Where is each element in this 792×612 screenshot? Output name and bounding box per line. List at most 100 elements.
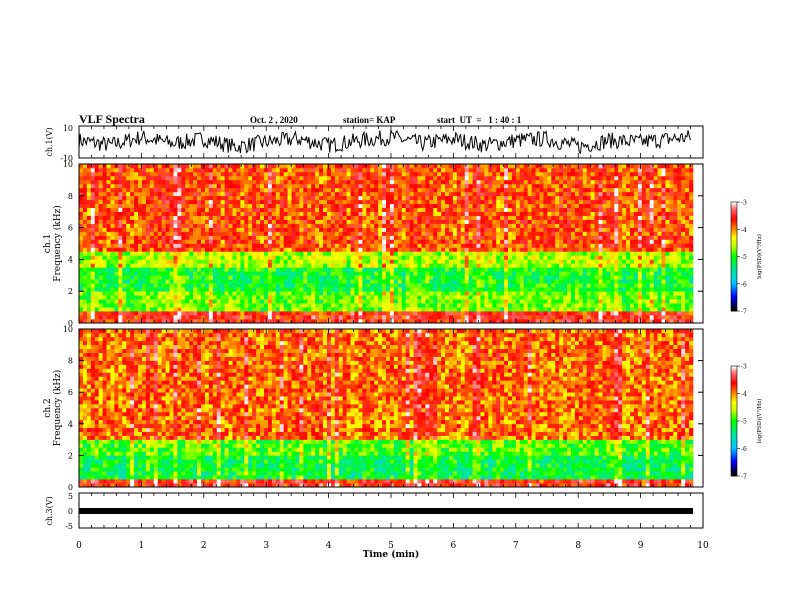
ch1-spec-cell	[523, 315, 528, 320]
ch1-spec-cell	[161, 191, 166, 197]
ch1-spec-cell	[334, 219, 340, 224]
ch1-spec-cell	[283, 183, 288, 189]
ch1-spec-cell	[169, 239, 174, 244]
ch1-spec-cell	[236, 239, 241, 244]
ch1-spec-cell	[271, 311, 277, 316]
ch1-spec-cell	[401, 259, 406, 264]
ch1-spec-cell	[130, 275, 135, 280]
ch1-spec-cell	[437, 283, 442, 288]
ch1-spec-cell	[236, 195, 241, 201]
ch1-spec-cell	[145, 287, 151, 292]
ch1-spec-cell	[456, 283, 462, 288]
ch1-spec-cell	[122, 231, 127, 236]
ch1-spec-cell	[500, 207, 505, 212]
ch1-spec-cell	[445, 223, 450, 228]
ch1-spec-cell	[389, 179, 395, 185]
ch1-spec-cell	[519, 243, 525, 248]
ch1-spec-cell	[370, 307, 375, 312]
ch1-spec-cell	[374, 199, 379, 205]
ch1-spec-cell	[212, 307, 218, 312]
ch1-spec-cell	[295, 275, 300, 280]
ch1-spec-cell	[122, 311, 127, 316]
ch1-spec-cell	[271, 179, 277, 185]
ch1-spec-cell	[476, 175, 481, 181]
ch1-spec-cell	[90, 291, 96, 296]
ch1-spec-cell	[338, 263, 344, 268]
ch1-spec-cell	[204, 223, 210, 228]
ch1-spec-cell	[193, 259, 198, 264]
ch1-spec-cell	[366, 299, 371, 304]
ch1-spec-cell	[224, 319, 229, 324]
ch1-spec-cell	[197, 231, 202, 236]
ch1-spec-cell	[551, 299, 556, 304]
ch1-spec-cell	[244, 187, 249, 193]
ch1-spec-cell	[401, 279, 406, 284]
ch1-spec-cell	[102, 283, 107, 288]
ch1-spec-cell	[567, 303, 572, 308]
ch1-spec-cell	[307, 243, 312, 248]
ch1-spec-cell	[236, 231, 241, 236]
ch1-spec-cell	[220, 231, 225, 236]
ch1-spec-cell	[228, 227, 233, 232]
ch1-spec-cell	[208, 231, 214, 236]
ch1-spec-cell	[212, 215, 218, 220]
ch1-spec-cell	[421, 215, 426, 220]
ch1-spec-cell	[547, 187, 552, 193]
ch1-spec-cell	[307, 167, 312, 173]
ch1-spec-cell	[519, 283, 525, 288]
ch1-spec-cell	[157, 247, 162, 252]
ch1-spec-cell	[153, 175, 159, 181]
ch1-spec-cell	[480, 263, 485, 268]
ch1-spec-cell	[197, 179, 202, 185]
ch1-spec-cell	[519, 299, 525, 304]
ch1-spec-cell	[334, 239, 340, 244]
ch1-spec-cell	[79, 219, 84, 224]
ch1-spec-cell	[193, 183, 198, 189]
ch1-spec-cell	[220, 311, 225, 316]
ch1-spec-cell	[244, 247, 249, 252]
ch1-spec-cell	[448, 291, 454, 296]
ch1-spec-cell	[378, 287, 383, 292]
ch1-spec-cell	[354, 267, 359, 272]
ch1-spec-cell	[346, 231, 351, 236]
ch1-spec-cell	[193, 263, 198, 268]
ch1-spec-cell	[531, 219, 536, 224]
ch1-spec-cell	[472, 271, 477, 276]
ch1-spec-cell	[500, 223, 505, 228]
ch1-spec-cell	[299, 255, 304, 260]
ch1-spec-cell	[476, 231, 481, 236]
ch1-spec-cell	[429, 203, 434, 209]
ch1-spec-cell	[448, 243, 454, 248]
ch1-spec-cell	[413, 275, 418, 280]
ch1-spec-cell	[197, 283, 202, 288]
ch1-spec-cell	[547, 283, 552, 288]
ch1-spec-cell	[405, 164, 410, 169]
ch1-spec-cell	[535, 211, 540, 216]
ch1-spec-cell	[452, 195, 458, 201]
ch1-spec-cell	[425, 287, 430, 292]
ch1-spec-cell	[417, 275, 422, 280]
ch1-spec-cell	[79, 191, 84, 197]
ch1-spec-cell	[409, 207, 414, 212]
ch1-spec-cell	[425, 203, 430, 209]
ch1-spec-cell	[511, 195, 517, 201]
ch1-spec-cell	[149, 171, 155, 177]
ch1-spec-cell	[358, 295, 363, 300]
ch1-spec-cell	[543, 179, 548, 185]
ch1-spec-cell	[82, 291, 88, 296]
ch1-spec-cell	[228, 271, 233, 276]
ch1-spec-cell	[539, 164, 544, 169]
ch1-spec-cell	[82, 211, 88, 216]
ch1-spec-cell	[437, 227, 442, 232]
ch1-spec-cell	[157, 171, 162, 177]
ch1-spec-cell	[543, 243, 548, 248]
ch1-spec-cell	[484, 235, 489, 240]
ch1-spec-cell	[98, 179, 103, 185]
ch1-spec-cell	[252, 291, 257, 296]
ch1-spec-cell	[559, 275, 564, 280]
ch1-spec-cell	[208, 199, 214, 205]
ch1-spec-cell	[311, 207, 316, 212]
ch1-spec-cell	[452, 187, 458, 193]
ch1-spec-cell	[382, 271, 387, 276]
ch1-spec-cell	[169, 311, 174, 316]
